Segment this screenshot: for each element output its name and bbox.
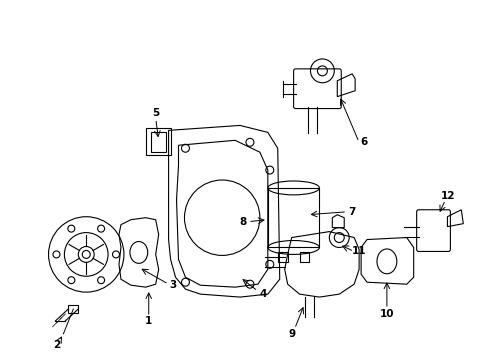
Text: 5: 5 xyxy=(152,108,159,117)
Text: 11: 11 xyxy=(351,247,366,256)
Text: 8: 8 xyxy=(239,217,246,227)
Bar xyxy=(277,252,287,262)
Text: 9: 9 xyxy=(287,329,295,339)
Text: 1: 1 xyxy=(145,316,152,326)
Text: 3: 3 xyxy=(168,280,176,290)
Text: 7: 7 xyxy=(348,207,355,217)
Text: 2: 2 xyxy=(53,340,60,350)
Bar xyxy=(267,188,319,247)
Text: 4: 4 xyxy=(259,289,266,299)
Bar xyxy=(299,252,309,262)
Bar xyxy=(68,305,78,313)
Text: 6: 6 xyxy=(360,137,367,147)
Text: 12: 12 xyxy=(440,191,455,201)
Text: 10: 10 xyxy=(379,309,393,319)
